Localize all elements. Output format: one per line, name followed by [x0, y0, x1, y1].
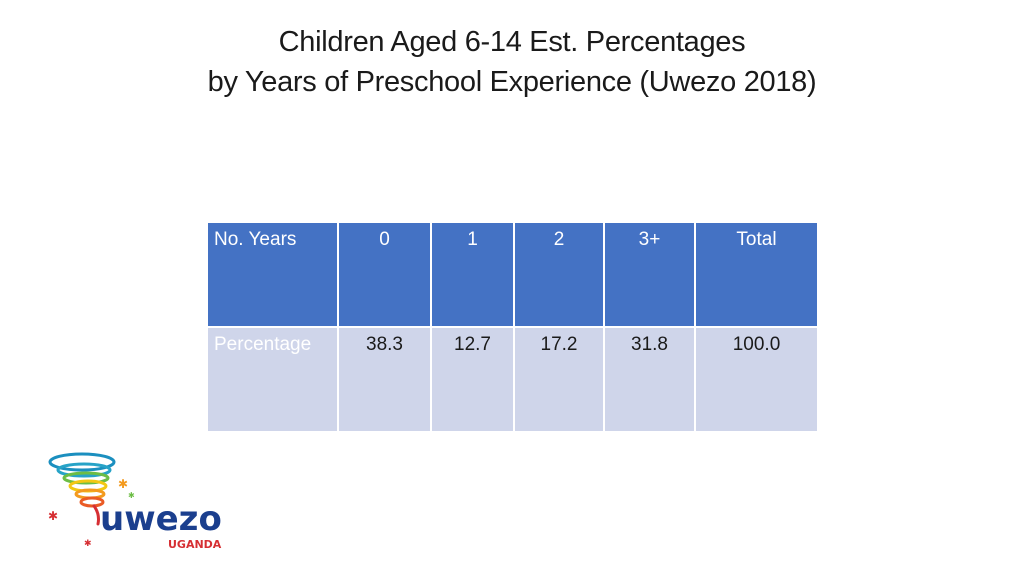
table-row-header-label: No. Years [206, 221, 339, 328]
column-header-total: Total [694, 221, 819, 328]
star-icon: ✱ [84, 539, 92, 549]
preschool-years-table: No. Years 0 1 2 3+ Total Percentage 38.3… [206, 221, 819, 433]
logo-wordmark: uwezo [100, 499, 222, 539]
table-row: Percentage 38.3 12.7 17.2 31.8 100.0 [206, 326, 819, 433]
star-icon: ✱ [128, 491, 135, 500]
table-cell-1: 12.7 [430, 326, 515, 433]
slide-title: Children Aged 6-14 Est. Percentages by Y… [0, 22, 1024, 102]
table-cell-3plus: 31.8 [603, 326, 696, 433]
logo-country: UGANDA [168, 538, 222, 551]
star-icon: ✱ [48, 509, 58, 523]
swirl-logo-icon [48, 452, 116, 526]
star-icon: ✱ [118, 477, 128, 491]
row-label-percentage: Percentage [206, 326, 339, 433]
table-cell-total: 100.0 [694, 326, 819, 433]
uwezo-uganda-logo: ✱ ✱ ✱ ✱ uwezo UGANDA [48, 452, 222, 551]
column-header-1: 1 [430, 221, 515, 328]
table-cell-2: 17.2 [513, 326, 605, 433]
column-header-0: 0 [337, 221, 432, 328]
table-header-row: No. Years 0 1 2 3+ Total [206, 221, 819, 328]
title-line-2: by Years of Preschool Experience (Uwezo … [207, 66, 817, 98]
column-header-3plus: 3+ [603, 221, 696, 328]
column-header-2: 2 [513, 221, 605, 328]
table-cell-0: 38.3 [337, 326, 432, 433]
title-line-1: Children Aged 6-14 Est. Percentages [278, 26, 746, 58]
